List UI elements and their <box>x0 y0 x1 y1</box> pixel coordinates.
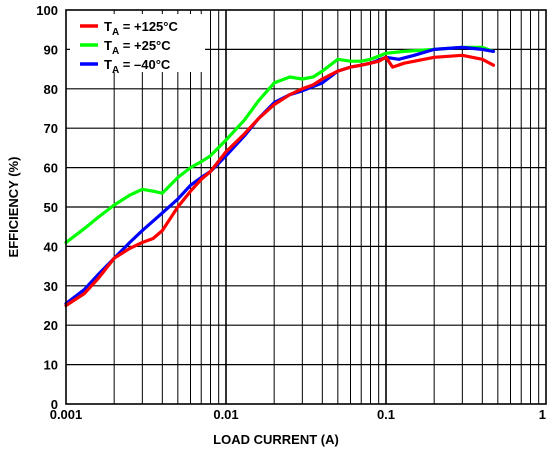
legend: TA = +125°CTA = +25°CTA = –40°C <box>70 14 205 76</box>
y-tick-label: 80 <box>44 82 58 97</box>
series-line <box>64 45 496 245</box>
x-tick-label: 1 <box>539 407 546 422</box>
y-tick-label: 70 <box>44 121 58 136</box>
y-tick-label: 10 <box>44 358 58 373</box>
x-axis-label: LOAD CURRENT (A) <box>213 432 339 447</box>
y-tick-label: 30 <box>44 279 58 294</box>
y-tick-label: 60 <box>44 161 58 176</box>
plot-frame <box>65 9 547 405</box>
y-tick-label: 40 <box>44 239 58 254</box>
y-tick-label: 20 <box>44 318 58 333</box>
y-tick-label: 50 <box>44 200 58 215</box>
legend-label: TA = +125°C <box>104 19 178 38</box>
x-tick-label: 0.001 <box>50 407 83 422</box>
y-tick-label: 100 <box>36 3 58 18</box>
x-tick-label: 0.1 <box>377 407 395 422</box>
series-line <box>64 53 496 308</box>
y-tick-label: 90 <box>44 42 58 57</box>
y-axis-label: EFFICIENCY (%) <box>6 157 21 258</box>
tick-layer: 0 10 20 30 40 50 60 70 80 90 100 0.001 0.01 0.1 1 <box>36 3 546 422</box>
grid-layer <box>66 10 546 404</box>
series-line <box>64 45 496 306</box>
series-layer <box>64 45 496 308</box>
legend-label: TA = –40°C <box>104 57 171 76</box>
legend-label: TA = +25°C <box>104 38 171 57</box>
y-tick-label: 0 <box>51 397 58 412</box>
x-tick-label: 0.01 <box>213 407 238 422</box>
